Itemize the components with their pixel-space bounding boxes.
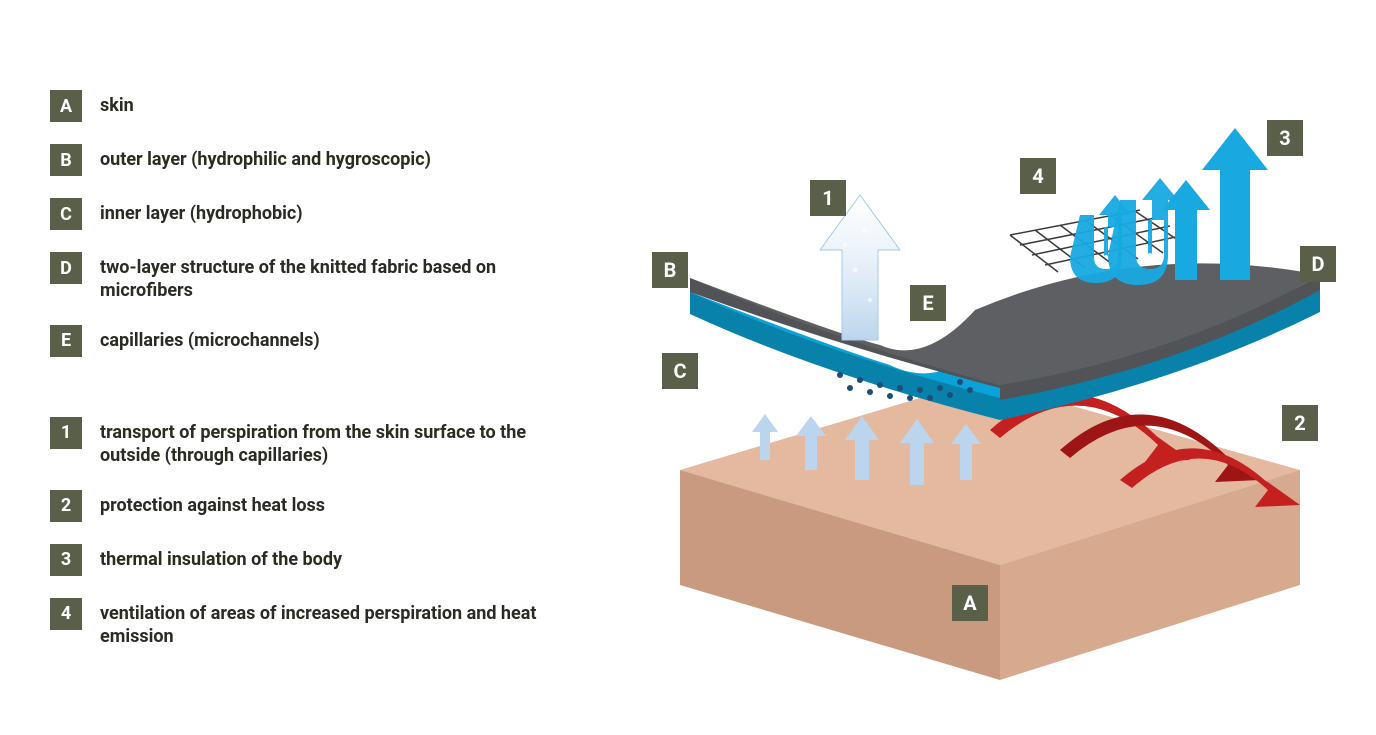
big-up-arrow bbox=[820, 195, 900, 340]
vent-up-arrow-large bbox=[1202, 128, 1268, 280]
legend-badge: E bbox=[50, 325, 82, 357]
legend-label: skin bbox=[100, 90, 134, 117]
legend-item: 3 thermal insulation of the body bbox=[50, 544, 560, 576]
legend-label: inner layer (hydrophobic) bbox=[100, 198, 303, 225]
ventilation-arrows bbox=[1070, 128, 1268, 285]
legend-label: outer layer (hydrophilic and hygroscopic… bbox=[100, 144, 431, 171]
legend-label: transport of perspiration from the skin … bbox=[100, 417, 560, 468]
legend-badge: 3 bbox=[50, 544, 82, 576]
legend-badge: C bbox=[50, 198, 82, 230]
marker-E: E bbox=[910, 285, 946, 321]
legend-label: capillaries (microchannels) bbox=[100, 325, 320, 352]
large-perspiration-arrow bbox=[820, 195, 900, 340]
marker-3: 3 bbox=[1267, 120, 1303, 156]
marker-4: 4 bbox=[1020, 158, 1056, 194]
skin-block bbox=[680, 380, 1300, 680]
legend-item: 4 ventilation of areas of increased pers… bbox=[50, 598, 560, 649]
legend-letters-group: A skin B outer layer (hydrophilic and hy… bbox=[50, 90, 560, 357]
marker-B: B bbox=[652, 252, 688, 288]
legend-numbers-group: 1 transport of perspiration from the ski… bbox=[50, 417, 560, 649]
legend-label: two-layer structure of the knitted fabri… bbox=[100, 252, 560, 303]
legend-badge: B bbox=[50, 144, 82, 176]
marker-2: 2 bbox=[1282, 405, 1318, 441]
legend-badge: 4 bbox=[50, 598, 82, 630]
legend-item: 1 transport of perspiration from the ski… bbox=[50, 417, 560, 468]
legend-item: A skin bbox=[50, 90, 560, 122]
legend-item: C inner layer (hydrophobic) bbox=[50, 198, 560, 230]
legend-item: B outer layer (hydrophilic and hygroscop… bbox=[50, 144, 560, 176]
marker-1: 1 bbox=[810, 180, 846, 216]
legend-badge: D bbox=[50, 252, 82, 284]
legend-item: 2 protection against heat loss bbox=[50, 490, 560, 522]
marker-C: C bbox=[662, 353, 698, 389]
legend-badge: A bbox=[50, 90, 82, 122]
legend-item: D two-layer structure of the knitted fab… bbox=[50, 252, 560, 303]
legend-label: ventilation of areas of increased perspi… bbox=[100, 598, 560, 649]
legend-badge: 1 bbox=[50, 417, 82, 449]
legend-label: protection against heat loss bbox=[100, 490, 325, 517]
marker-A: A bbox=[952, 585, 988, 621]
marker-D: D bbox=[1300, 246, 1336, 282]
legend-item: E capillaries (microchannels) bbox=[50, 325, 560, 357]
legend-label: thermal insulation of the body bbox=[100, 544, 342, 571]
legend-badge: 2 bbox=[50, 490, 82, 522]
diagram-area: A B C D E 1 2 3 4 bbox=[580, 40, 1340, 720]
legend-panel: A skin B outer layer (hydrophilic and hy… bbox=[50, 90, 560, 708]
